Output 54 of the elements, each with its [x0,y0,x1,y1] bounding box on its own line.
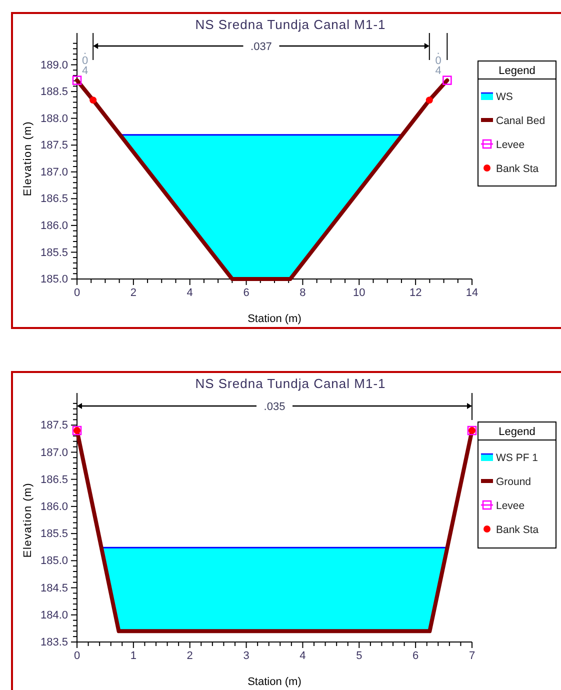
x-tick-label: 8 [300,286,306,299]
legend-title: Legend [498,426,536,438]
x-tick-label: 4 [186,286,193,299]
x-tick-label: 3 [243,650,250,662]
y-tick-label: 187.5 [40,140,68,152]
y-tick-label: 186.5 [40,474,68,486]
annotation: .035 [264,401,286,413]
y-tick-label: 186.0 [40,500,68,513]
x-tick-label: 1 [130,650,136,662]
x-tick-label: 5 [356,650,362,662]
y-tick-label: 188.0 [40,112,68,125]
legend-label: WS [496,91,513,103]
x-tick-label: 10 [353,286,366,299]
y-tick-label: 185.5 [40,246,68,259]
annotation: .04 [82,45,88,77]
x-tick-label: 2 [130,286,136,299]
y-tick-label: 183.5 [40,636,68,649]
x-tick-label: 6 [412,650,419,662]
x-tick-label: 12 [409,286,422,299]
y-axis-title: Elevation (m) [22,120,34,196]
y-tick-label: 187.0 [40,446,68,459]
x-tick-label: 0 [74,650,80,662]
y-axis-title: Elevation (m) [22,482,34,558]
y-tick-label: 185.0 [40,555,68,568]
x-tick-label: 0 [74,286,80,299]
legend-title: Legend [498,65,536,77]
legend-label: Levee [496,500,525,512]
legend-label: Levee [496,139,525,151]
legend-label: Ground [496,476,532,488]
y-tick-label: 188.5 [40,86,68,98]
y-tick-label: 189.0 [40,59,68,72]
legend-label: WS PF 1 [496,452,538,464]
annotation: .037 [250,41,272,53]
y-tick-label: 186.5 [40,193,68,206]
legend-label: Bank Sta [496,524,539,536]
x-tick-label: 14 [466,286,478,299]
x-axis-title: Station (m) [248,676,302,688]
x-tick-label: 4 [300,650,306,662]
x-axis-title: Station (m) [248,313,302,325]
chart-title: NS Sredna Tundja Canal M1-1 [195,376,386,391]
x-tick-label: 6 [243,286,250,299]
y-tick-label: 184.0 [40,609,68,622]
chart-title: NS Sredna Tundja Canal M1-1 [195,17,386,32]
x-tick-label: 7 [468,650,476,662]
legend-label: Bank Sta [496,163,539,175]
y-tick-label: 185.0 [40,274,68,286]
legend-label: Canal Bed [496,115,546,127]
y-tick-label: 187.5 [40,420,68,432]
x-tick-label: 2 [186,650,193,662]
y-tick-label: 184.5 [40,582,68,594]
annotation: .04 [435,45,442,77]
y-tick-label: 186.0 [40,220,68,232]
y-tick-label: 187.0 [40,166,68,178]
y-tick-label: 185.5 [40,528,68,540]
